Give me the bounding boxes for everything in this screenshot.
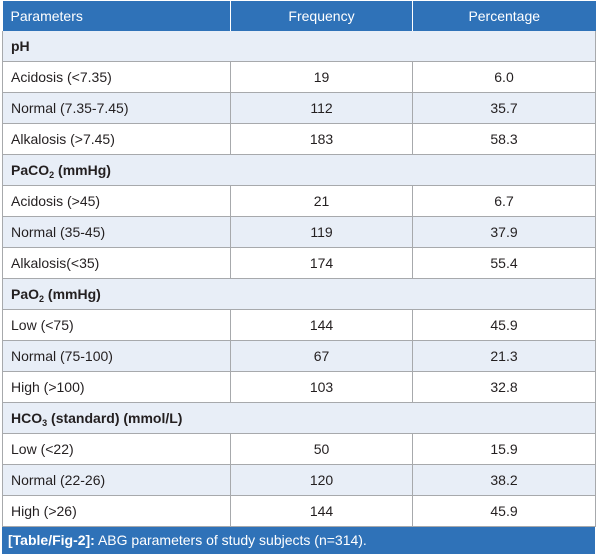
cell-percentage: 55.4 xyxy=(412,247,596,279)
cell-percentage: 58.3 xyxy=(412,123,596,155)
group-title-text: PaCO xyxy=(11,162,50,178)
table-caption: [Table/Fig-2]: ABG parameters of study s… xyxy=(2,527,595,554)
caption-tag: [Table/Fig-2]: xyxy=(8,532,95,548)
group-title-suffix: (standard) (mmol/L) xyxy=(47,410,183,426)
table-row: Normal (75-100) 67 21.3 xyxy=(2,340,596,372)
cell-frequency: 19 xyxy=(230,61,413,93)
cell-parameter: Acidosis (>45) xyxy=(2,185,231,217)
cell-frequency: 183 xyxy=(230,123,413,155)
table-row: Normal (7.35-7.45) 112 35.7 xyxy=(2,92,596,124)
cell-percentage: 6.7 xyxy=(412,185,596,217)
cell-frequency: 112 xyxy=(230,92,413,124)
group-row: PaCO2 (mmHg) xyxy=(2,154,596,186)
table-row: Normal (22-26) 120 38.2 xyxy=(2,464,596,496)
table-row: Normal (35-45) 119 37.9 xyxy=(2,216,596,248)
cell-parameter: Low (<22) xyxy=(2,433,231,465)
cell-percentage: 6.0 xyxy=(412,61,596,93)
table-header: Parameters Frequency Percentage xyxy=(2,1,596,31)
cell-frequency: 67 xyxy=(230,340,413,372)
group-title-subscript: 2 xyxy=(49,170,55,180)
caption-text: ABG parameters of study subjects (n=314)… xyxy=(94,532,367,548)
header-parameters: Parameters xyxy=(2,1,231,31)
header-row: Parameters Frequency Percentage xyxy=(2,1,596,31)
group-title: HCO3 (standard) (mmol/L) xyxy=(2,402,596,434)
cell-parameter: Normal (22-26) xyxy=(2,464,231,496)
cell-percentage: 15.9 xyxy=(412,433,596,465)
cell-percentage: 37.9 xyxy=(412,216,596,248)
cell-percentage: 21.3 xyxy=(412,340,596,372)
cell-parameter: Low (<75) xyxy=(2,309,231,341)
group-title-suffix: (mmHg) xyxy=(54,162,111,178)
table-row: High (>26) 144 45.9 xyxy=(2,495,596,527)
table-row: Alkalosis(<35) 174 55.4 xyxy=(2,247,596,279)
cell-parameter: Normal (7.35-7.45) xyxy=(2,92,231,124)
group-title: PaCO2 (mmHg) xyxy=(2,154,596,186)
group-title: pH xyxy=(2,31,596,62)
cell-percentage: 38.2 xyxy=(412,464,596,496)
group-title-subscript: 3 xyxy=(42,418,48,428)
group-title-text: PaO xyxy=(11,286,40,302)
group-title-text: pH xyxy=(11,38,30,54)
group-row: PaO2 (mmHg) xyxy=(2,278,596,310)
cell-frequency: 21 xyxy=(230,185,413,217)
cell-frequency: 144 xyxy=(230,309,413,341)
table-row: Low (<75) 144 45.9 xyxy=(2,309,596,341)
cell-parameter: High (>100) xyxy=(2,371,231,403)
cell-parameter: Alkalosis (>7.45) xyxy=(2,123,231,155)
table-row: Acidosis (<7.35) 19 6.0 xyxy=(2,61,596,93)
table-row: High (>100) 103 32.8 xyxy=(2,371,596,403)
cell-percentage: 45.9 xyxy=(412,495,596,527)
cell-frequency: 103 xyxy=(230,371,413,403)
cell-frequency: 144 xyxy=(230,495,413,527)
cell-frequency: 120 xyxy=(230,464,413,496)
abg-parameters-table: Parameters Frequency Percentage pH Acidos… xyxy=(2,1,596,527)
group-row: pH xyxy=(2,31,596,62)
cell-parameter: Alkalosis(<35) xyxy=(2,247,231,279)
table-row: Low (<22) 50 15.9 xyxy=(2,433,596,465)
cell-percentage: 35.7 xyxy=(412,92,596,124)
cell-parameter: Normal (75-100) xyxy=(2,340,231,372)
cell-percentage: 45.9 xyxy=(412,309,596,341)
cell-frequency: 119 xyxy=(230,216,413,248)
cell-frequency: 174 xyxy=(230,247,413,279)
group-title-text: HCO xyxy=(11,410,43,426)
cell-frequency: 50 xyxy=(230,433,413,465)
cell-parameter: Acidosis (<7.35) xyxy=(2,61,231,93)
cell-percentage: 32.8 xyxy=(412,371,596,403)
table-row: Acidosis (>45) 21 6.7 xyxy=(2,185,596,217)
group-row: HCO3 (standard) (mmol/L) xyxy=(2,402,596,434)
table-row: Alkalosis (>7.45) 183 58.3 xyxy=(2,123,596,155)
table-body: pH Acidosis (<7.35) 19 6.0 Normal (7.35-7.45… xyxy=(2,31,596,527)
cell-parameter: Normal (35-45) xyxy=(2,216,231,248)
group-title-suffix: (mmHg) xyxy=(44,286,101,302)
header-percentage: Percentage xyxy=(412,1,596,31)
group-title-subscript: 2 xyxy=(39,294,45,304)
cell-parameter: High (>26) xyxy=(2,495,231,527)
group-title: PaO2 (mmHg) xyxy=(2,278,596,310)
header-frequency: Frequency xyxy=(230,1,413,31)
